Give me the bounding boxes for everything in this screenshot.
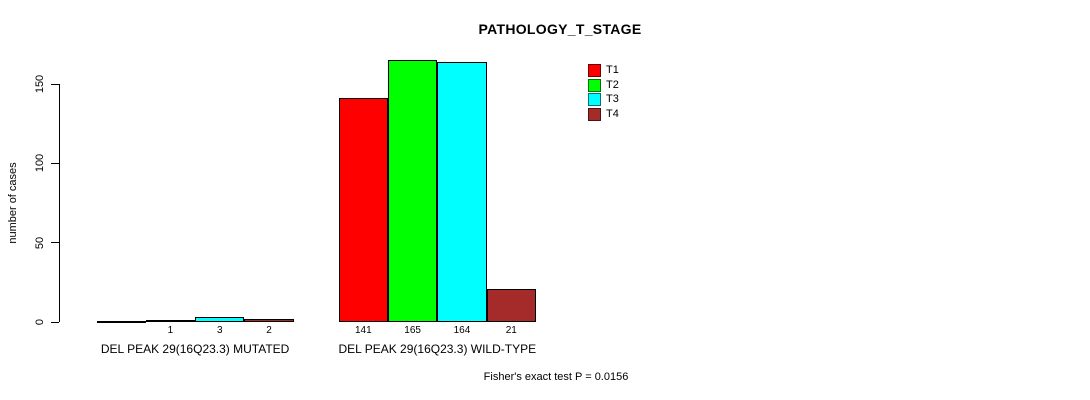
bar-t4-group1 bbox=[244, 318, 294, 322]
bar-value-label: 141 bbox=[355, 325, 372, 336]
y-axis-tick-label: 100 bbox=[34, 154, 46, 173]
legend-swatch bbox=[588, 64, 601, 77]
y-axis-title: number of cases bbox=[7, 162, 19, 244]
y-axis-tick-label: 0 bbox=[34, 318, 46, 326]
legend-label: T1 bbox=[606, 64, 619, 76]
y-axis-tick bbox=[51, 83, 59, 85]
y-axis-tick-label: 150 bbox=[34, 74, 46, 94]
y-axis-line bbox=[59, 84, 60, 322]
y-axis-tick-label: 50 bbox=[34, 236, 46, 249]
legend-swatch bbox=[588, 78, 601, 92]
y-axis-tick bbox=[51, 242, 59, 244]
bar-t2-group2 bbox=[388, 60, 438, 322]
bar-value-label: 3 bbox=[216, 325, 223, 336]
legend-swatch bbox=[588, 107, 601, 121]
bar-t2-group1 bbox=[145, 320, 196, 323]
bar-value-label: 1 bbox=[167, 325, 174, 336]
group-label: DEL PEAK 29(16Q23.3) MUTATED bbox=[100, 342, 290, 356]
group-label: DEL PEAK 29(16Q23.3) WILD-TYPE bbox=[338, 342, 537, 356]
y-axis-tick bbox=[51, 162, 59, 164]
legend-item-t4: T4 bbox=[588, 107, 619, 121]
legend-label: T3 bbox=[606, 93, 619, 105]
chart-title: PATHOLOGY_T_STAGE bbox=[478, 21, 642, 37]
legend-item-t3: T3 bbox=[588, 93, 619, 106]
fisher-test-note: Fisher's exact test P = 0.0156 bbox=[483, 371, 629, 383]
legend-item-t1: T1 bbox=[588, 64, 619, 77]
bar-value-label: 165 bbox=[404, 325, 421, 336]
legend-item-t2: T2 bbox=[588, 78, 619, 92]
legend-label: T2 bbox=[606, 78, 619, 91]
legend: T1 T2 T3 T4 bbox=[588, 64, 619, 121]
legend-label: T4 bbox=[606, 107, 619, 120]
bar-t4-group2 bbox=[486, 288, 536, 322]
bar-value-label: 2 bbox=[266, 325, 272, 336]
bar-t3-group2 bbox=[437, 61, 487, 322]
bar-value-label: 21 bbox=[505, 325, 517, 336]
bar-value-label: 164 bbox=[453, 325, 471, 336]
legend-swatch bbox=[588, 93, 601, 106]
bar-t1-group2 bbox=[338, 98, 388, 322]
bar-t1-group1 bbox=[96, 321, 146, 323]
bar-t3-group1 bbox=[195, 317, 245, 322]
y-axis-tick bbox=[51, 321, 59, 323]
